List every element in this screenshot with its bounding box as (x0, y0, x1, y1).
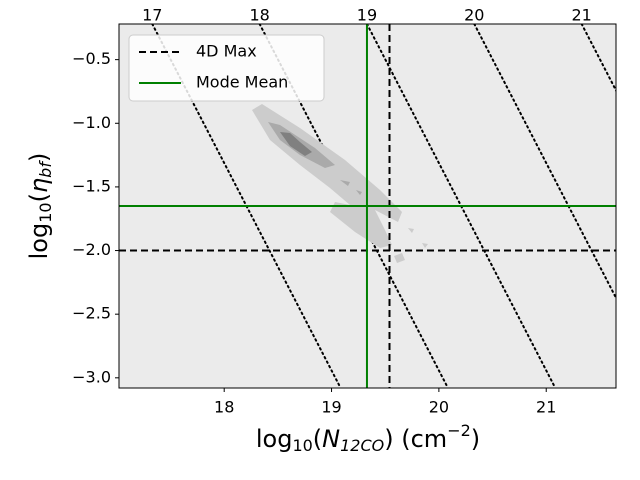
x2-tick-label: 20 (464, 6, 484, 25)
contour-middle (340, 180, 362, 195)
y-tick-label: −0.5 (72, 49, 111, 68)
x-label-part: ) (cm (384, 425, 447, 453)
contour-inner (280, 132, 312, 156)
x-tick-label: 21 (536, 398, 556, 417)
y-label-part: 10 (36, 202, 55, 222)
x-label-part: 12CO (340, 436, 384, 455)
y-tick-label: −3.0 (72, 367, 111, 386)
x2-tick-label: 19 (357, 6, 377, 25)
plot-frame (118, 23, 617, 389)
y-tick-label: −1.0 (72, 113, 111, 132)
y-axis-label: log10(ηbf) (25, 153, 55, 260)
y-label-part: ( (25, 193, 53, 202)
x2-tick-label: 21 (571, 6, 591, 25)
y-tick-label: −2.0 (72, 240, 111, 259)
x-label-part: log (256, 425, 293, 453)
x-axis-label: log10(N12CO) (cm−2) (256, 421, 480, 455)
reference-lines (119, 24, 616, 388)
y-label-part: η (25, 178, 53, 193)
contours (252, 104, 428, 263)
x-label-part: N (322, 425, 340, 453)
x-tick-label: 18 (214, 398, 234, 417)
y-label-part: log (25, 223, 53, 260)
y-tick-label: −1.5 (72, 176, 111, 195)
y-tick-label: −2.5 (72, 304, 111, 323)
x2-tick-label: 18 (249, 6, 269, 25)
legend-label: Mode Mean (196, 73, 288, 92)
x-label-part: 10 (292, 436, 312, 455)
contour-blob (408, 228, 428, 248)
contour-blob (394, 253, 405, 263)
x-tick-label: 20 (429, 398, 449, 417)
x-label-part: ( (313, 425, 322, 453)
y-label-part: ) (25, 153, 53, 162)
x-label-part: −2 (447, 421, 471, 440)
x-tick-label: 19 (321, 398, 341, 417)
x-label-part: ) (471, 425, 480, 453)
y-label-part: bf (36, 160, 55, 178)
x2-tick-label: 17 (142, 6, 162, 25)
legend-label: 4D Max (196, 42, 257, 61)
